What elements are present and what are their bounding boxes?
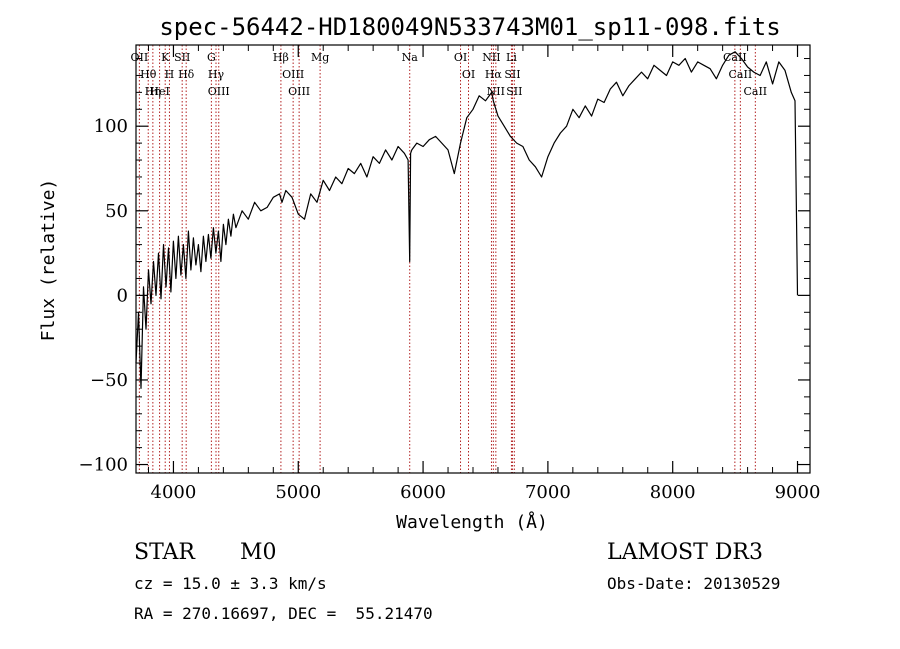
x-tick-label-3: 7000 — [525, 482, 571, 503]
line-label-16: OI — [454, 51, 467, 64]
line-label-5: HeI — [149, 85, 169, 98]
line-label-2: Hη — [145, 85, 161, 98]
line-label-9: Hγ — [208, 68, 225, 81]
x-axis-label: Wavelength (Å) — [396, 511, 548, 533]
x-tick-label-2: 6000 — [400, 482, 446, 503]
line-label-6: SII — [174, 51, 190, 64]
x-tick-label-1: 5000 — [275, 482, 321, 503]
y-tick-label-4: 100 — [94, 116, 128, 137]
line-label-3: K — [161, 51, 170, 64]
line-label-8: G — [207, 51, 216, 64]
survey-name: LAMOST DR3 — [607, 540, 763, 565]
line-label-20: NII — [487, 85, 505, 98]
line-label-1: Hθ — [140, 68, 157, 81]
x-tick-label-5: 9000 — [775, 482, 821, 503]
y-axis-label: Flux (relative) — [38, 179, 59, 342]
y-tick-label-1: −50 — [90, 370, 128, 391]
emission-lines — [138, 45, 756, 473]
line-label-21: Li — [506, 51, 517, 64]
line-label-14: Mg — [311, 51, 329, 64]
y-tick-label-3: 50 — [105, 201, 128, 222]
line-label-26: CaII — [743, 85, 767, 98]
line-label-11: Hβ — [273, 51, 289, 64]
line-label-13: OIII — [288, 85, 310, 98]
line-label-15: Na — [402, 51, 419, 64]
x-tick-label-0: 4000 — [151, 482, 197, 503]
coordinates: RA = 270.16697, DEC = 55.21470 — [134, 604, 433, 623]
line-label-19: Hα — [485, 68, 503, 81]
line-label-17: OI — [462, 68, 475, 81]
tick-labels: 4000 5000 6000 7000 8000 9000 −100 −50 0 50 100 — [79, 116, 821, 503]
line-label-25: CaII — [729, 68, 753, 81]
chart-title: spec-56442-HD180049N533743M01_sp11-098.f… — [159, 13, 780, 41]
line-label-7: Hδ — [178, 68, 195, 81]
line-label-4: H — [165, 68, 175, 81]
axis-ticks — [136, 45, 810, 473]
line-label-23: SII — [506, 85, 522, 98]
observation-date: Obs-Date: 20130529 — [607, 574, 781, 593]
line-label-12: OIII — [282, 68, 304, 81]
redshift-value: cz = 15.0 ± 3.3 km/s — [134, 574, 327, 593]
line-label-10: OIII — [208, 85, 230, 98]
line-label-22: SII — [504, 68, 520, 81]
y-tick-label-2: 0 — [117, 285, 128, 306]
x-tick-label-4: 8000 — [650, 482, 696, 503]
object-subclass: M0 — [240, 540, 277, 565]
y-tick-label-0: −100 — [79, 455, 128, 476]
line-labels: OII Hθ Hη KH HeI SII Hδ G Hγ OIII Hβ OIII OIII Mg Na OI… — [131, 51, 768, 98]
line-label-0: OII — [131, 51, 149, 64]
line-label-24: CaII — [723, 51, 747, 64]
object-class: STAR — [134, 540, 195, 565]
line-label-18: NII — [482, 51, 500, 64]
spectrum-line — [135, 51, 799, 389]
